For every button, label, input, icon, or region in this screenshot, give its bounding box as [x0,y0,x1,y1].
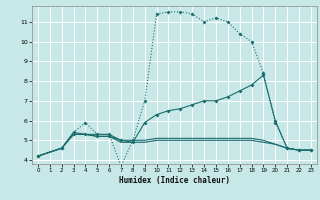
X-axis label: Humidex (Indice chaleur): Humidex (Indice chaleur) [119,176,230,185]
